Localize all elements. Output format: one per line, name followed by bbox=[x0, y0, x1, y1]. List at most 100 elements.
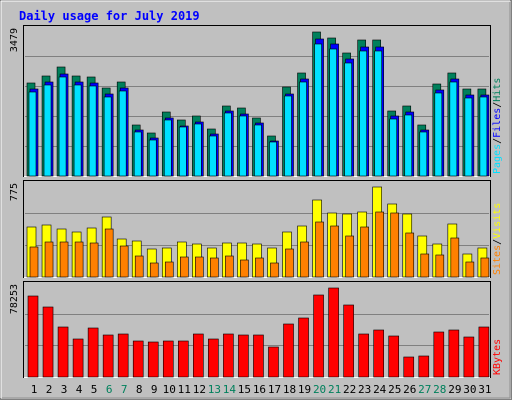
x-tick-label: 16 bbox=[253, 383, 266, 396]
legend-entry-pages: Pages bbox=[492, 144, 503, 174]
bar-kbytes bbox=[117, 333, 129, 378]
x-tick-label: 24 bbox=[373, 383, 387, 396]
x-tick-label: 5 bbox=[91, 383, 98, 396]
legend-separator: / bbox=[492, 138, 503, 144]
bar-kbytes bbox=[268, 346, 279, 378]
bar-pages bbox=[73, 84, 82, 177]
bar-kbytes bbox=[253, 334, 264, 378]
bar-kbytes bbox=[238, 334, 249, 378]
panel-legend: Pages/Files/Hits bbox=[492, 78, 503, 174]
bar-sites bbox=[315, 221, 324, 278]
bar-sites bbox=[390, 212, 400, 278]
bar-sites bbox=[29, 246, 39, 278]
bar-pages bbox=[419, 131, 428, 177]
bar-pages bbox=[179, 126, 187, 177]
x-tick-label: 12 bbox=[193, 383, 206, 396]
legend-text: Sites/Visits bbox=[492, 203, 503, 275]
x-tick-label: 17 bbox=[268, 383, 281, 396]
bar-sites bbox=[240, 259, 249, 278]
bar-pages bbox=[88, 85, 97, 177]
bar-kbytes bbox=[403, 356, 415, 378]
bar-pages bbox=[464, 97, 473, 177]
x-tick-label: 1 bbox=[31, 383, 38, 396]
legend-entry-sites: Sites bbox=[492, 245, 503, 275]
x-tick-label: 30 bbox=[463, 383, 476, 396]
bar-sites bbox=[119, 245, 129, 278]
bar-sites bbox=[465, 261, 475, 278]
bar-kbytes bbox=[418, 355, 430, 378]
bar-sites bbox=[375, 211, 384, 278]
bar-sites bbox=[420, 253, 430, 278]
bar-sites bbox=[405, 232, 415, 278]
series-kbytes bbox=[27, 287, 490, 378]
bar-pages bbox=[344, 62, 352, 177]
bar-pages bbox=[329, 48, 337, 177]
legend-text: KBytes bbox=[492, 339, 503, 375]
bar-kbytes bbox=[373, 329, 384, 378]
bar-sites bbox=[450, 237, 460, 278]
bar-sites bbox=[255, 257, 264, 278]
x-tick-label: 26 bbox=[403, 383, 416, 396]
bar-kbytes bbox=[223, 333, 234, 378]
bar-sites bbox=[360, 226, 369, 278]
bar-kbytes bbox=[328, 287, 339, 378]
legend-entry-hits: Hits bbox=[492, 78, 503, 102]
bar-sites bbox=[164, 261, 174, 278]
bar-kbytes bbox=[448, 329, 460, 378]
bar-kbytes bbox=[283, 323, 294, 378]
legend-text: Pages/Files/Hits bbox=[492, 78, 503, 174]
bar-sites bbox=[134, 255, 144, 278]
x-tick-label: 31 bbox=[478, 383, 491, 396]
x-tick-label: 6 bbox=[106, 383, 113, 396]
panel-bottom: 78253 KBytes bbox=[9, 281, 503, 378]
panel-max-label: 78253 bbox=[9, 284, 20, 314]
bar-pages bbox=[194, 123, 202, 177]
bar-pages bbox=[133, 131, 142, 177]
bar-pages bbox=[28, 91, 37, 177]
bar-sites bbox=[225, 255, 234, 278]
bar-kbytes bbox=[298, 317, 309, 378]
bar-sites bbox=[345, 235, 354, 278]
bar-pages bbox=[103, 96, 112, 177]
bar-pages bbox=[374, 50, 382, 177]
bar-pages bbox=[239, 115, 247, 177]
bar-kbytes bbox=[87, 327, 99, 378]
bar-kbytes bbox=[313, 294, 324, 378]
bar-sites bbox=[59, 241, 69, 278]
x-tick-label: 18 bbox=[283, 383, 296, 396]
x-tick-label: 9 bbox=[151, 383, 158, 396]
bar-sites bbox=[149, 262, 159, 278]
x-tick-label: 27 bbox=[418, 383, 431, 396]
x-tick-label: 10 bbox=[163, 383, 176, 396]
bar-pages bbox=[269, 141, 277, 177]
bar-sites bbox=[180, 256, 189, 278]
bar-pages bbox=[58, 76, 67, 177]
x-tick-label: 22 bbox=[343, 383, 356, 396]
bar-kbytes bbox=[178, 340, 189, 378]
bar-sites bbox=[89, 242, 99, 278]
x-tick-label: 15 bbox=[238, 383, 251, 396]
x-tick-label: 8 bbox=[136, 383, 143, 396]
x-tick-label: 25 bbox=[388, 383, 401, 396]
bar-kbytes bbox=[27, 295, 39, 378]
bar-kbytes bbox=[388, 335, 400, 378]
x-tick-label: 20 bbox=[313, 383, 326, 396]
bar-sites bbox=[285, 248, 294, 278]
bar-pages bbox=[118, 90, 127, 177]
bar-kbytes bbox=[343, 304, 354, 378]
bar-kbytes bbox=[433, 331, 445, 378]
bar-pages bbox=[434, 92, 443, 177]
bar-kbytes bbox=[208, 338, 219, 378]
panel-max-label: 3479 bbox=[9, 28, 20, 52]
x-tick-label: 21 bbox=[328, 383, 341, 396]
x-tick-label: 4 bbox=[76, 383, 83, 396]
bar-pages bbox=[479, 96, 488, 177]
bar-kbytes bbox=[193, 333, 204, 378]
bar-pages bbox=[404, 114, 413, 177]
bar-kbytes bbox=[478, 326, 490, 378]
bar-pages bbox=[314, 43, 322, 177]
bar-sites bbox=[480, 257, 490, 278]
legend-entry-kbytes: KBytes bbox=[492, 339, 503, 375]
bar-sites bbox=[74, 241, 84, 278]
